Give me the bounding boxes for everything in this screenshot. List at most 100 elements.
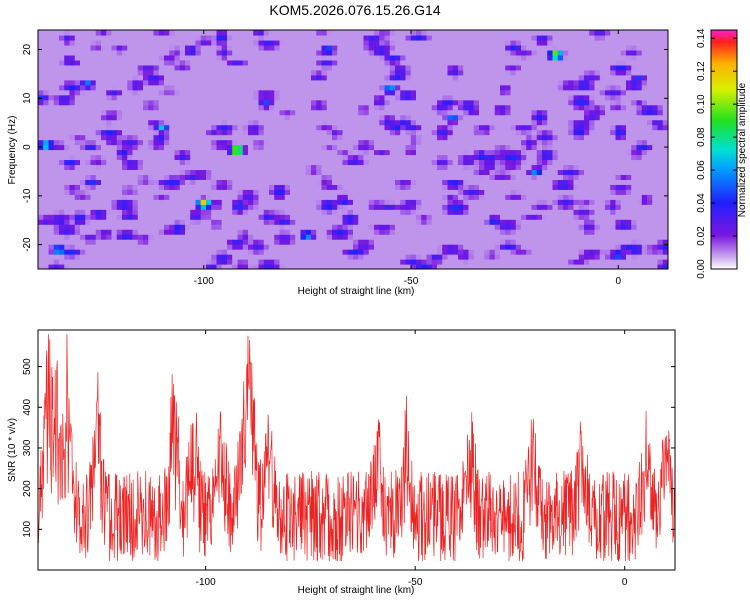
heatmap-cell [90,49,97,56]
heatmap-cell [536,204,543,210]
heatmap-cell [489,154,496,161]
heatmap-cell [321,239,328,245]
heatmap-cell [326,259,333,265]
heatmap-cell [510,129,517,136]
heatmap-cell [85,174,92,180]
heatmap-cell [305,94,312,101]
heatmap-cell [410,99,417,106]
heatmap-cell [526,139,533,146]
heatmap-cell [337,49,344,56]
heatmap-cell [353,229,359,235]
heatmap-cell [116,209,123,215]
heatmap-cell [311,239,317,245]
heatmap-cell [85,234,92,240]
heatmap-cell [64,249,71,255]
heatmap-cell [242,254,249,260]
heatmap-cell [526,174,533,180]
heatmap-cell [64,179,71,185]
heatmap-cell [158,254,165,260]
heatmap-cell [206,164,212,171]
heatmap-cell [263,94,270,101]
heatmap-cell [221,239,228,245]
heatmap-cell [305,199,312,205]
heatmap-cell [216,114,223,121]
heatmap-cell [489,59,496,66]
heatmap-cell [211,54,218,61]
heatmap-cell [263,69,270,76]
heatmap-cell [269,214,275,220]
heatmap-cell [557,64,564,71]
heatmap-cell [505,229,512,235]
heatmap-cell [410,199,417,205]
heatmap-cell [258,209,265,215]
heatmap-cell [258,199,265,205]
heatmap-cell [542,34,548,41]
heatmap-cell [316,249,323,255]
heatmap-cell [368,139,375,146]
heatmap-cell [74,64,81,71]
heatmap-cell [489,144,496,151]
heatmap-cell [122,134,128,141]
heatmap-cell [442,109,449,116]
heatmap-cell [258,249,265,255]
heatmap-cell [473,159,480,166]
heatmap-cell [342,49,349,56]
heatmap-cell [132,194,139,200]
heatmap-cell [410,189,417,195]
heatmap-cell [531,144,538,151]
heatmap-cell [536,149,543,156]
heatmap-cell [111,114,118,121]
heatmap-cell [269,239,275,245]
heatmap-cell [242,104,249,111]
heatmap-cell [410,39,417,46]
heatmap-cell [321,219,328,225]
heatmap-cell [274,124,281,131]
heatmap-cell [237,59,244,66]
heatmap-cell [342,134,349,141]
heatmap-cell [389,99,396,106]
heatmap-cell [505,139,512,146]
heatmap-cell [232,104,239,111]
heatmap-cell [248,74,254,81]
heatmap-cell [80,249,86,255]
heatmap-cell [227,99,233,106]
heatmap-cell [410,244,417,250]
heatmap-cell [305,109,312,116]
heatmap-cell [368,134,375,141]
heatmap-cell [321,89,328,96]
heatmap-cell [384,84,391,91]
heatmap-cell [521,64,527,71]
heatmap-cell [489,184,496,190]
heatmap-cell [463,54,470,61]
heatmap-cell [426,119,433,126]
heatmap-cell [321,229,328,235]
heatmap-cell [542,134,548,141]
heatmap-cell [573,174,580,180]
heatmap-cell [284,209,291,215]
heatmap-cell [431,194,438,200]
heatmap-cell [179,109,186,116]
heatmap-cell [526,189,533,195]
heatmap-cell [395,104,401,111]
heatmap-cell [578,69,585,76]
heatmap-cell [137,54,144,61]
heatmap-cell [311,164,317,171]
heatmap-cell [405,159,412,166]
heatmap-cell [405,179,412,185]
heatmap-cell [258,99,265,106]
heatmap-cell [169,109,176,116]
heatmap-cell [316,199,323,205]
heatmap-cell [274,64,281,71]
heatmap-cell [53,199,60,205]
heatmap-cell [473,44,480,51]
heatmap-cell [395,74,401,81]
heatmap-cell [452,164,459,171]
heatmap-cell [227,49,233,56]
heatmap-cell [164,199,170,205]
heatmap-cell [190,79,197,86]
heatmap-cell [505,59,512,66]
heatmap-cell [153,134,160,141]
heatmap-cell [237,174,244,180]
heatmap-cell [106,214,113,220]
heatmap-cell [85,239,92,245]
